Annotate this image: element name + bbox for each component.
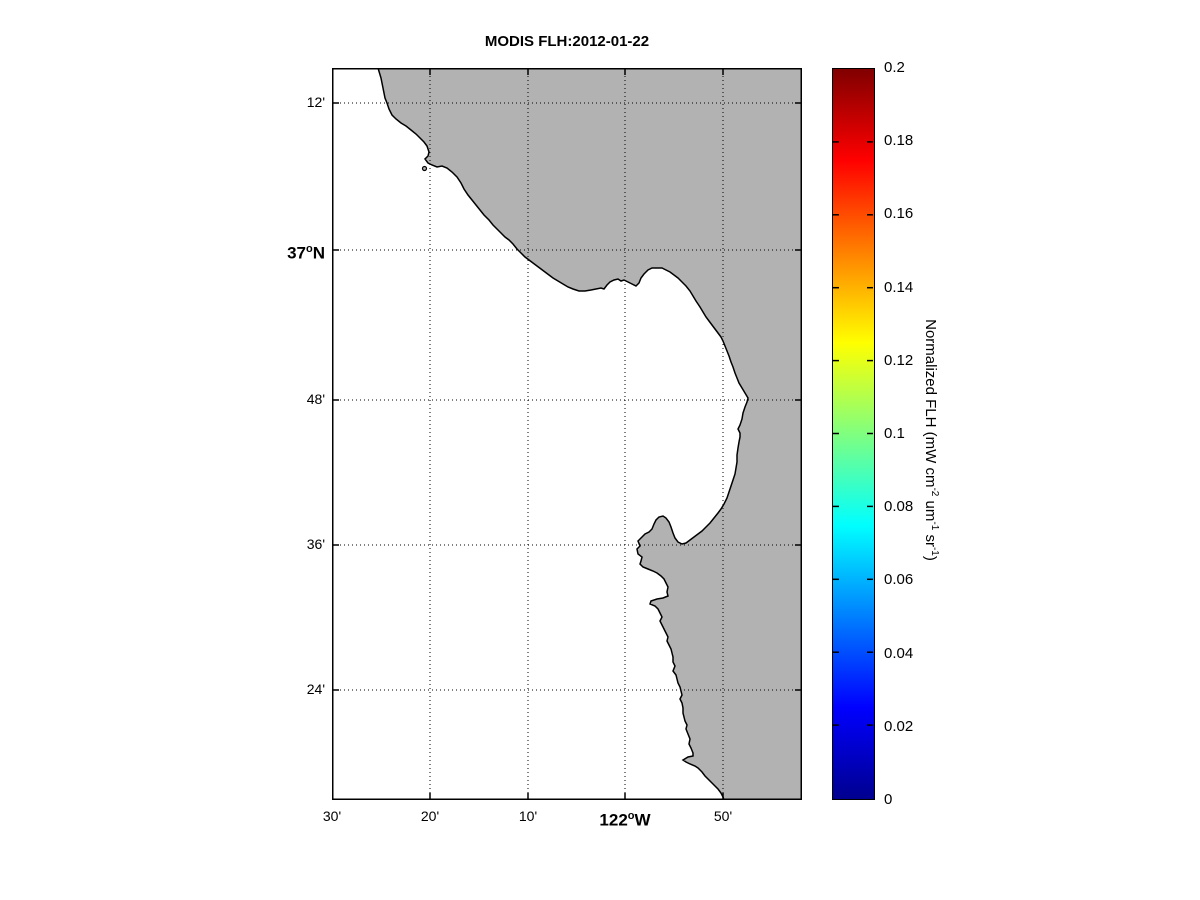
- x-tick-label: 50': [713, 808, 733, 824]
- x-tick-label: 10': [518, 808, 538, 824]
- y-tick-label: 12': [306, 94, 325, 110]
- exponent-superscript: -1: [929, 521, 940, 531]
- x-tick-label: 122oW: [599, 810, 651, 830]
- colorbar-tick-label: 0.04: [884, 644, 914, 662]
- colorbar-tick-label: 0.14: [884, 278, 914, 296]
- colorbar-tick-label: 0: [884, 791, 893, 808]
- colorbar-tick-label: 0.02: [884, 717, 914, 735]
- x-tick-label: 20': [420, 808, 440, 824]
- colorbar-tick-label: 0.12: [884, 351, 914, 369]
- colorbar-tick-label: 0.16: [884, 205, 914, 223]
- islet: [421, 165, 428, 172]
- colorbar-axis-label: Normalized FLH (mW cm-2 um-1 sr-1): [922, 319, 940, 561]
- colorbar-tick-label: 0.06: [884, 571, 914, 589]
- colorbar-tick-label: 0.2: [884, 59, 905, 76]
- colorbar-tick-label: 0.08: [884, 498, 914, 516]
- exponent-superscript: -2: [929, 487, 940, 497]
- land-polygon: [377, 68, 802, 800]
- colorbar: [832, 68, 875, 800]
- y-tick-label: 48': [306, 391, 325, 407]
- y-tick-label: 24': [306, 681, 325, 697]
- colorbar-tick-label: 0.18: [884, 132, 914, 150]
- y-tick-label: 37oN: [287, 243, 325, 263]
- map-plot: [332, 68, 802, 800]
- plot-title: MODIS FLH:2012-01-22: [484, 33, 650, 50]
- y-tick-label: 36': [306, 536, 325, 552]
- degree-superscript: o: [305, 243, 313, 255]
- exponent-superscript: -1: [929, 546, 940, 556]
- colorbar-tick-label: 0.1: [884, 425, 905, 442]
- axes-box: [332, 68, 802, 800]
- colorbar-ticks: [833, 141, 873, 726]
- degree-superscript: o: [627, 810, 635, 822]
- x-tick-label: 30': [322, 808, 342, 824]
